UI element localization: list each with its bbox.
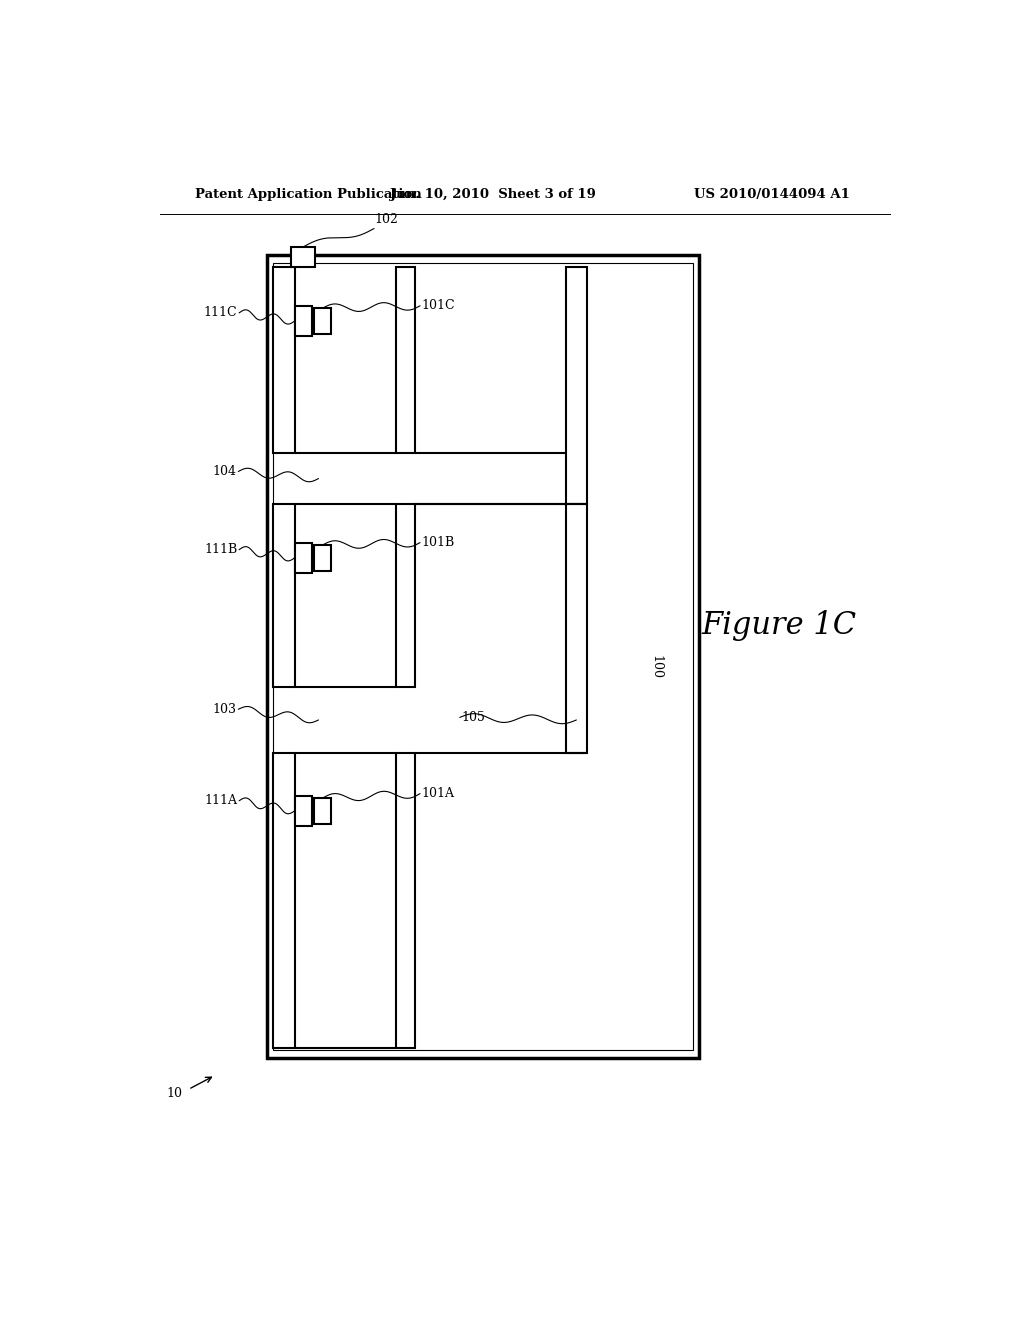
Bar	[566, 267, 587, 504]
Text: 105: 105	[461, 711, 485, 723]
Text: Figure 1C: Figure 1C	[701, 610, 856, 642]
Text: 10: 10	[166, 1086, 182, 1100]
Bar	[273, 504, 295, 686]
Bar	[295, 796, 312, 826]
Text: 111C: 111C	[204, 306, 238, 319]
Text: 104: 104	[213, 465, 237, 478]
Bar	[313, 545, 331, 570]
Bar	[313, 799, 331, 824]
Bar	[292, 247, 315, 267]
Text: 103: 103	[213, 702, 237, 715]
Text: Jun. 10, 2010  Sheet 3 of 19: Jun. 10, 2010 Sheet 3 of 19	[390, 189, 596, 202]
Bar	[295, 543, 312, 573]
Text: 101B: 101B	[422, 536, 455, 549]
Bar	[313, 309, 331, 334]
Text: Patent Application Publication: Patent Application Publication	[196, 189, 422, 202]
Text: 111A: 111A	[205, 795, 238, 808]
Bar	[396, 504, 416, 686]
Text: US 2010/0144094 A1: US 2010/0144094 A1	[694, 189, 850, 202]
Bar	[273, 752, 295, 1048]
Text: 101C: 101C	[422, 300, 456, 313]
Bar	[396, 752, 416, 1048]
Bar	[396, 267, 416, 453]
Text: 101A: 101A	[422, 787, 455, 800]
Bar	[267, 255, 699, 1057]
Bar	[273, 263, 693, 1049]
Text: 111B: 111B	[204, 544, 238, 556]
Bar	[273, 267, 295, 453]
Bar	[295, 306, 312, 337]
Text: 100: 100	[649, 655, 663, 678]
Bar	[566, 504, 587, 752]
Text: 102: 102	[374, 214, 398, 227]
